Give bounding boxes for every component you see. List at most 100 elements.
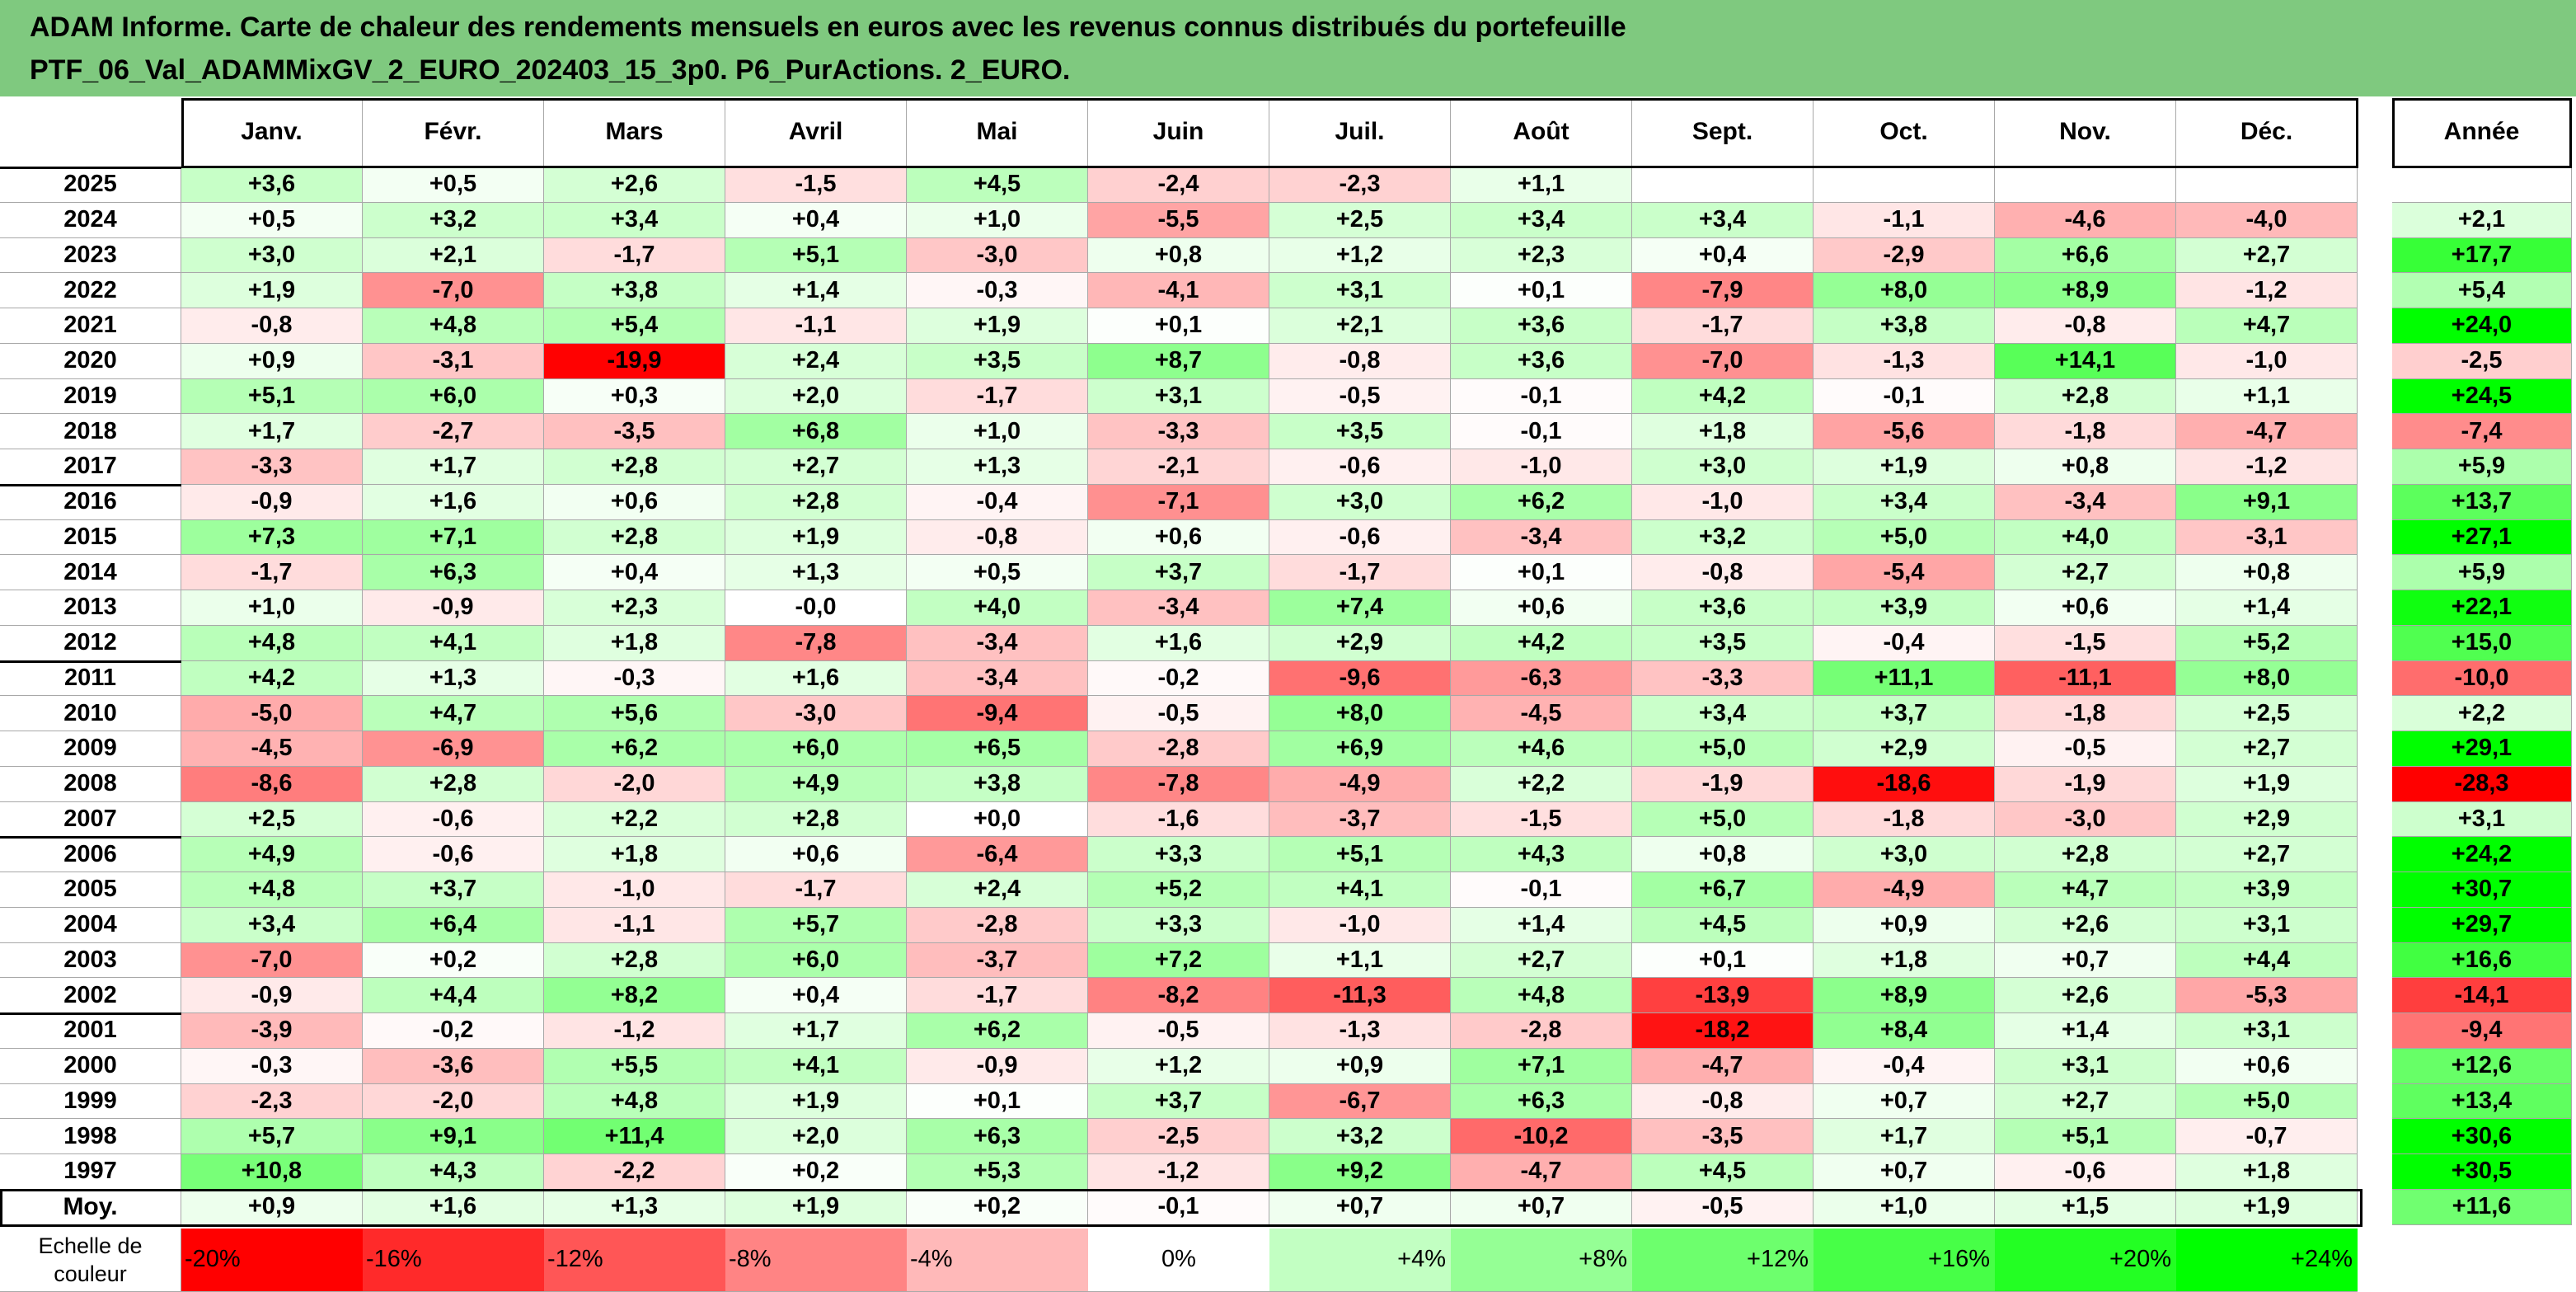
heatmap-cell: +0,4 <box>725 978 907 1013</box>
annual-cell: +17,7 <box>2392 237 2572 274</box>
heatmap-cell: -2,1 <box>1088 449 1269 485</box>
heatmap-cell: +1,9 <box>2176 766 2358 802</box>
month-header-7: Juil. <box>1269 98 1451 167</box>
heatmap-cell: -4,5 <box>181 731 363 767</box>
average-cell: +1,6 <box>363 1189 544 1225</box>
heatmap-cell: -2,5 <box>1088 1119 1269 1154</box>
annual-cell: -7,4 <box>2392 414 2572 449</box>
heatmap-cell: +4,7 <box>2176 308 2358 344</box>
heatmap-cell: +2,8 <box>1995 837 2176 872</box>
average-annual-cell: +11,6 <box>2392 1189 2572 1225</box>
month-header-6: Juin <box>1088 98 1269 167</box>
annual-cell: -14,1 <box>2392 978 2572 1013</box>
month-header-1: Janv. <box>181 98 363 167</box>
heatmap-cell: -2,3 <box>181 1083 363 1120</box>
scale-swatch: -4% <box>907 1228 1088 1292</box>
average-label: Moy. <box>0 1189 181 1225</box>
heatmap-cell: +3,7 <box>1814 696 1995 731</box>
heatmap-cell: +1,8 <box>544 625 725 661</box>
heatmap-cell: +3,9 <box>1814 590 1995 626</box>
heatmap-cell: -0,2 <box>363 1013 544 1049</box>
heatmap-cell: +3,5 <box>1269 414 1451 449</box>
heatmap-cell: +2,6 <box>1995 907 2176 943</box>
month-header-4: Avril <box>725 98 907 167</box>
heatmap-cell: -2,2 <box>544 1154 725 1190</box>
heatmap-cell: -4,7 <box>1632 1048 1814 1084</box>
heatmap-cell: +1,8 <box>1632 414 1814 449</box>
heatmap-cell: +3,4 <box>1814 484 1995 520</box>
heatmap-cell: -11,3 <box>1269 978 1451 1013</box>
heatmap-cell: +1,9 <box>1814 449 1995 485</box>
heatmap-cell: -6,9 <box>363 731 544 767</box>
annual-cell: +5,9 <box>2392 555 2572 590</box>
heatmap-cell: -7,0 <box>181 942 363 979</box>
heatmap-cell: +4,9 <box>181 837 363 872</box>
heatmap-cell: -5,4 <box>1814 555 1995 590</box>
heatmap-cell: +3,2 <box>1269 1119 1451 1154</box>
heatmap-cell: +5,3 <box>907 1154 1088 1190</box>
heatmap-cell: -0,4 <box>1814 625 1995 661</box>
heatmap-cell: -18,2 <box>1632 1013 1814 1049</box>
heatmap-cell: +0,8 <box>1632 837 1814 872</box>
heatmap-cell: +0,9 <box>181 343 363 379</box>
heatmap-cell: +2,7 <box>2176 731 2358 767</box>
heatmap-cell: +3,2 <box>1632 519 1814 556</box>
heatmap-cell: +6,0 <box>363 378 544 415</box>
heatmap-cell: +4,9 <box>725 766 907 802</box>
scale-swatch: -8% <box>725 1228 907 1292</box>
heatmap-cell: -0,2 <box>1088 660 1269 697</box>
heatmap-cell: +0,4 <box>1632 237 1814 274</box>
heatmap-cell: -0,3 <box>181 1048 363 1084</box>
heatmap-cell: -1,7 <box>181 555 363 590</box>
year-label: 2002 <box>0 978 181 1013</box>
heatmap-cell: +0,6 <box>544 484 725 520</box>
heatmap-cell: -6,3 <box>1451 660 1632 697</box>
scale-swatch: -20% <box>181 1228 363 1292</box>
heatmap-cell: -1,9 <box>1995 766 2176 802</box>
heatmap-cell: +0,6 <box>1995 590 2176 626</box>
annual-cell: +24,2 <box>2392 837 2572 872</box>
heatmap-cell: -2,8 <box>1451 1013 1632 1049</box>
annual-cell: +22,1 <box>2392 590 2572 626</box>
year-label: 2022 <box>0 273 181 308</box>
scale-swatch: +20% <box>1995 1228 2176 1292</box>
heatmap-cell <box>2176 167 2358 203</box>
heatmap-cell: +1,7 <box>363 449 544 485</box>
average-cell: +0,2 <box>907 1189 1088 1225</box>
heatmap-cell: -0,9 <box>181 484 363 520</box>
heatmap-cell: +0,6 <box>2176 1048 2358 1084</box>
heatmap-cell: -0,6 <box>363 801 544 838</box>
heatmap-cell: +4,2 <box>181 660 363 697</box>
heatmap-cell: +5,7 <box>181 1119 363 1154</box>
heatmap-cell: +3,1 <box>1269 273 1451 308</box>
heatmap-cell: +1,6 <box>725 660 907 697</box>
heatmap-cell: +7,3 <box>181 519 363 556</box>
year-label: 2000 <box>0 1048 181 1084</box>
heatmap-cell: -0,9 <box>907 1048 1088 1084</box>
year-label: 2005 <box>0 872 181 908</box>
annual-cell: +16,6 <box>2392 942 2572 979</box>
heatmap-cell: -0,5 <box>1269 378 1451 415</box>
heatmap-cell: -0,8 <box>1632 1083 1814 1120</box>
heatmap-cell: -0,1 <box>1451 414 1632 449</box>
heatmap-cell: +5,1 <box>181 378 363 415</box>
heatmap-cell: -0,8 <box>181 308 363 344</box>
annual-cell: +15,0 <box>2392 625 2572 661</box>
heatmap-cell: +2,2 <box>1451 766 1632 802</box>
heatmap-cell: +7,2 <box>1088 942 1269 979</box>
average-cell: +1,0 <box>1814 1189 1995 1225</box>
heatmap-cell: -3,3 <box>181 449 363 485</box>
heatmap-cell: +5,1 <box>1269 837 1451 872</box>
heatmap-cell: +0,1 <box>1451 555 1632 590</box>
heatmap-cell: +1,9 <box>725 1083 907 1120</box>
heatmap-cell: -7,0 <box>1632 343 1814 379</box>
heatmap-cell: -0,0 <box>725 590 907 626</box>
heatmap-cell: -1,8 <box>1995 696 2176 731</box>
heatmap-cell: +1,8 <box>2176 1154 2358 1190</box>
heatmap-cell: +2,7 <box>725 449 907 485</box>
heatmap-cell: -3,3 <box>1632 660 1814 697</box>
heatmap-cell: -3,7 <box>1269 801 1451 838</box>
heatmap-cell: +2,1 <box>363 237 544 274</box>
year-group-separator <box>0 1012 181 1015</box>
heatmap-cell: -4,9 <box>1814 872 1995 908</box>
